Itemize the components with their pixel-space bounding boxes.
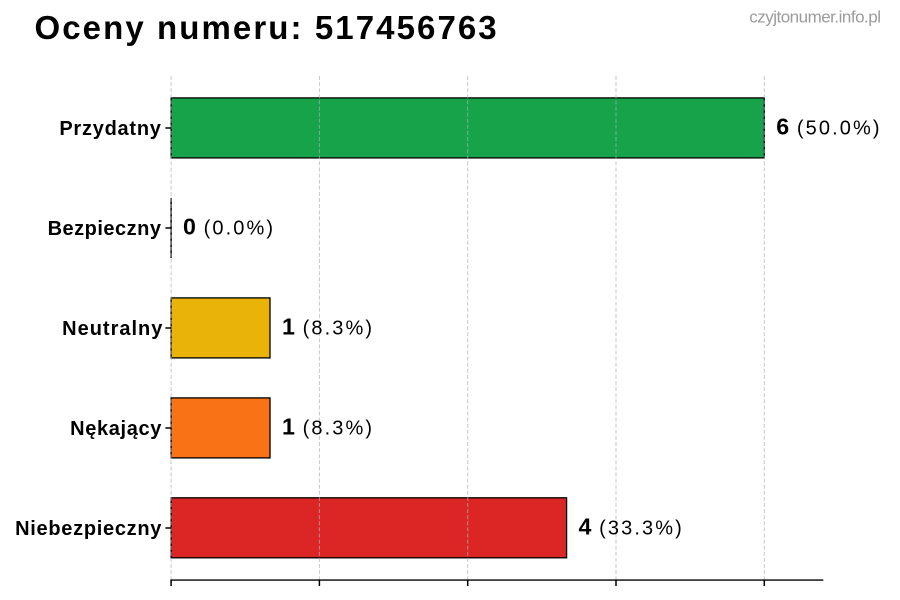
svg-text:1 (8.3%): 1 (8.3%) (282, 414, 374, 440)
svg-text:Przydatny: Przydatny (59, 118, 161, 140)
svg-text:Oceny numeru: 517456763: Oceny numeru: 517456763 (35, 9, 499, 46)
svg-text:Niebezpieczny: Niebezpieczny (15, 518, 162, 540)
svg-text:Bezpieczny: Bezpieczny (48, 218, 162, 240)
svg-text:1 (8.3%): 1 (8.3%) (282, 314, 374, 340)
svg-text:czyjtonumer.info.pl: czyjtonumer.info.pl (749, 7, 880, 26)
svg-text:6 (50.0%): 6 (50.0%) (776, 114, 881, 140)
svg-text:Nękający: Nękający (70, 418, 162, 440)
svg-text:0 (0.0%): 0 (0.0%) (183, 214, 275, 240)
svg-text:Neutralny: Neutralny (62, 318, 163, 340)
svg-text:4 (33.3%): 4 (33.3%) (579, 513, 684, 539)
